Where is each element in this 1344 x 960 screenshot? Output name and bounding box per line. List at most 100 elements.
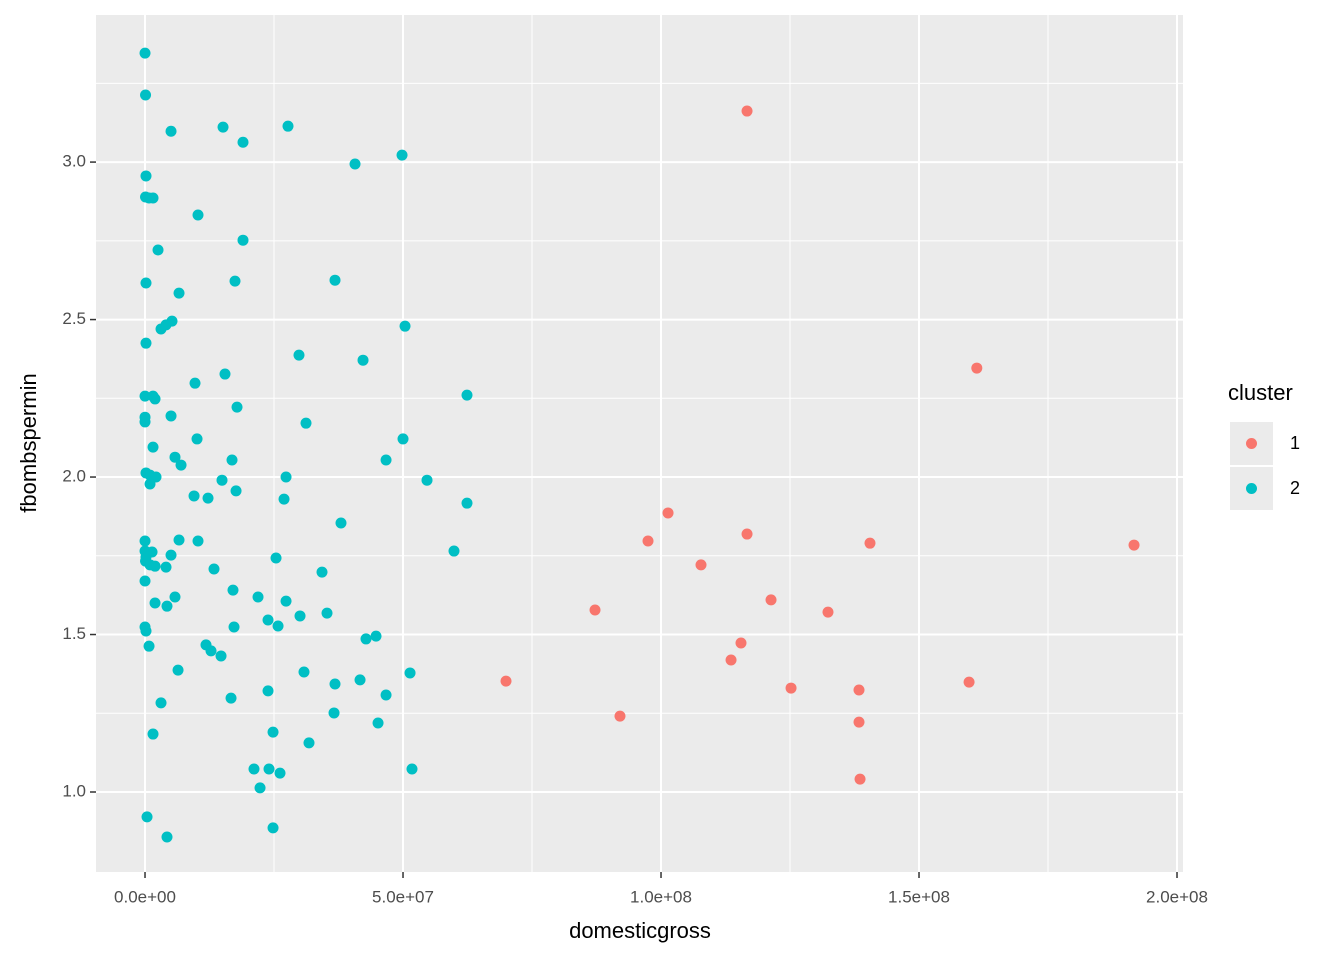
point <box>357 354 369 366</box>
point <box>280 595 292 607</box>
point <box>614 710 626 722</box>
point <box>230 485 242 497</box>
point <box>397 433 409 445</box>
point <box>149 560 161 572</box>
point <box>329 678 341 690</box>
point <box>272 620 284 632</box>
point <box>217 121 229 133</box>
point <box>173 287 185 299</box>
y-tick-label: 1.0 <box>62 781 86 800</box>
point <box>173 534 185 546</box>
point <box>254 782 266 794</box>
point <box>216 474 228 486</box>
point <box>360 633 372 645</box>
point <box>270 552 282 564</box>
point <box>155 697 167 709</box>
point <box>202 492 214 504</box>
point <box>321 607 333 619</box>
point <box>725 654 737 666</box>
point <box>461 389 473 401</box>
point <box>140 170 152 182</box>
point <box>372 717 384 729</box>
point <box>662 507 674 519</box>
point <box>169 591 181 603</box>
point <box>152 244 164 256</box>
point <box>208 563 220 575</box>
point <box>349 158 361 170</box>
point <box>262 685 274 697</box>
point <box>147 192 159 204</box>
point <box>219 368 231 380</box>
point <box>293 349 305 361</box>
legend-label: 1 <box>1290 433 1300 453</box>
point <box>282 120 294 132</box>
point <box>139 47 151 59</box>
point <box>147 441 159 453</box>
point <box>1128 539 1140 551</box>
point <box>192 209 204 221</box>
point <box>461 497 473 509</box>
point <box>248 763 260 775</box>
point <box>853 684 865 696</box>
point <box>298 666 310 678</box>
x-tick-label: 2.0e+08 <box>1146 887 1208 906</box>
point <box>205 645 217 657</box>
point <box>406 763 418 775</box>
point <box>175 459 187 471</box>
point <box>165 410 177 422</box>
point <box>421 474 433 486</box>
point <box>500 675 512 687</box>
point <box>316 566 328 578</box>
legend-symbol <box>1246 483 1257 494</box>
point <box>695 559 707 571</box>
point <box>165 125 177 137</box>
point <box>228 621 240 633</box>
point <box>149 393 161 405</box>
point <box>267 726 279 738</box>
point <box>237 136 249 148</box>
point <box>231 401 243 413</box>
point <box>741 528 753 540</box>
point <box>329 274 341 286</box>
point <box>229 275 241 287</box>
point <box>140 89 152 101</box>
legend-label: 2 <box>1290 478 1300 498</box>
point <box>589 604 601 616</box>
point <box>785 682 797 694</box>
point <box>963 676 975 688</box>
point <box>225 692 237 704</box>
point <box>147 728 159 740</box>
point <box>303 737 315 749</box>
point <box>267 822 279 834</box>
point <box>169 451 181 463</box>
point <box>380 454 392 466</box>
point <box>161 600 173 612</box>
point <box>854 773 866 785</box>
point <box>864 537 876 549</box>
point <box>370 630 382 642</box>
x-tick-label: 0.0e+00 <box>114 887 176 906</box>
point <box>335 517 347 529</box>
point <box>354 674 366 686</box>
point <box>642 535 654 547</box>
point <box>155 323 167 335</box>
point <box>280 471 292 483</box>
point <box>144 478 156 490</box>
y-axis-title: fbombspermin <box>16 373 41 512</box>
point <box>161 831 173 843</box>
point <box>399 320 411 332</box>
point <box>192 535 204 547</box>
point <box>139 575 151 587</box>
point <box>165 549 177 561</box>
legend-title: cluster <box>1228 380 1293 405</box>
y-tick-label: 2.5 <box>62 309 86 328</box>
legend-symbol <box>1246 438 1257 449</box>
point <box>139 416 151 428</box>
point <box>380 689 392 701</box>
points <box>139 47 1140 843</box>
y-tick-label: 2.0 <box>62 467 86 486</box>
legend: cluster 1 2 <box>1228 380 1300 510</box>
point <box>237 234 249 246</box>
point <box>448 545 460 557</box>
x-axis-title: domesticgross <box>569 918 711 943</box>
